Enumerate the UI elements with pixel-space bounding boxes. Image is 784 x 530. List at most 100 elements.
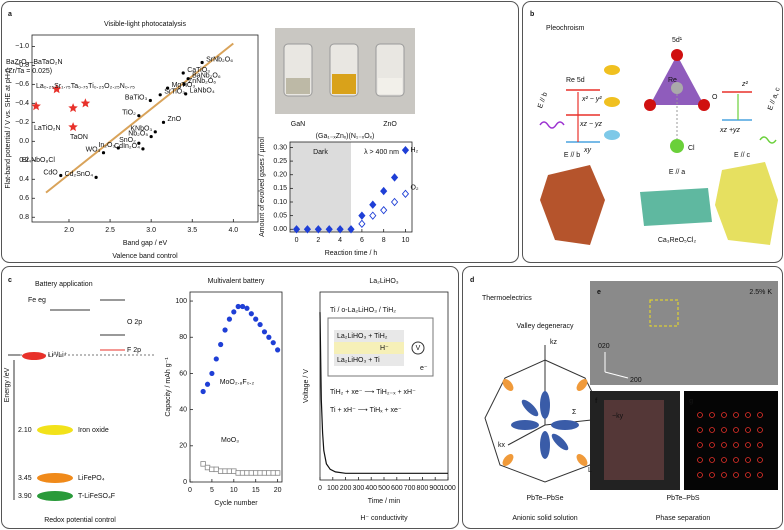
marker — [380, 205, 388, 215]
potential: 3.90 — [18, 493, 32, 500]
y-tick-label: 0.6 — [19, 195, 29, 202]
marker — [274, 470, 281, 476]
axis-label: kz — [550, 339, 558, 346]
diffraction-spot — [709, 472, 715, 478]
axis-label: kx — [498, 442, 506, 449]
marker — [244, 305, 250, 311]
x-tick-label: 600 — [391, 485, 403, 492]
symbol: Σ — [572, 409, 577, 416]
band — [37, 425, 73, 435]
y-tick-label: 20 — [179, 443, 187, 450]
point-label: SnO₂ — [119, 137, 136, 144]
point-label: Bi₄NbO₈Cl — [22, 157, 55, 164]
marker — [226, 316, 233, 322]
atom-label: O — [712, 94, 718, 101]
field-label: E // a, c — [767, 86, 782, 111]
x-tick-label: 5 — [210, 487, 214, 494]
point-label: LaTiO₂N — [34, 125, 61, 132]
marker — [401, 145, 410, 155]
diffraction-spot — [709, 442, 715, 448]
valley — [511, 420, 539, 430]
x-tick-label: 700 — [404, 485, 416, 492]
diffraction-spot — [697, 442, 703, 448]
x-axis-label: Band gap / eV — [123, 240, 168, 247]
marker — [200, 461, 206, 467]
direction: 200 — [630, 377, 642, 384]
photo-label: ZnO — [383, 121, 397, 128]
layer — [334, 354, 404, 366]
marker — [161, 120, 166, 124]
wave — [539, 121, 565, 129]
x-tick-label: 4.0 — [228, 227, 238, 234]
y-tick-label: 0.00 — [273, 226, 287, 233]
diffraction-spot — [745, 427, 751, 433]
marker — [213, 466, 219, 473]
y-tick-label: 80 — [179, 334, 187, 341]
orbital — [604, 130, 620, 140]
y-tick-label: −1.0 — [15, 43, 29, 50]
diffraction-spot — [697, 412, 703, 418]
photo-label: E // a — [669, 169, 685, 176]
powder — [378, 78, 402, 94]
diffraction-spot — [697, 472, 703, 478]
x-axis-label: Cycle number — [214, 500, 258, 507]
panel-title: Battery application — [35, 281, 93, 288]
marker — [336, 225, 344, 234]
level-label: F 2p — [127, 347, 141, 354]
marker — [59, 173, 63, 178]
marker — [148, 98, 152, 103]
y-axis-label: Amount of evolved gases / μmol — [259, 137, 266, 237]
wave — [759, 136, 777, 144]
marker — [222, 468, 228, 474]
center-label: 5d¹ — [672, 37, 683, 44]
marker — [68, 122, 78, 132]
image-label: 2.5% K — [749, 289, 772, 296]
x-tick-label: 4 — [338, 237, 342, 244]
marker — [369, 200, 377, 209]
marker — [239, 470, 246, 476]
chart-title: Visible-light photocatalysis — [104, 21, 186, 28]
axis — [507, 424, 546, 446]
marker — [248, 311, 254, 317]
diffraction-spot — [709, 412, 715, 418]
marker — [181, 71, 185, 75]
point-label: BaZrO₃–BaTaO₂N — [6, 59, 63, 66]
point-label: BaTiO₃ — [125, 94, 148, 101]
marker — [217, 468, 224, 474]
x-tick-label: 100 — [327, 485, 339, 492]
y-axis-label: Voltage / V — [303, 369, 310, 403]
caption: Redox potential control — [44, 517, 116, 524]
valley — [540, 431, 550, 459]
orbital — [604, 97, 620, 107]
diffraction-spot — [721, 427, 727, 433]
marker — [390, 197, 399, 207]
marker — [116, 146, 120, 150]
marker — [266, 470, 272, 476]
marker — [166, 86, 170, 90]
caption: Valence band control — [112, 253, 178, 260]
reaction: TiH₂ + xe⁻ ⟶ TiH₂₋ₓ + xH⁻ — [330, 389, 416, 396]
marker — [94, 175, 98, 179]
band — [37, 473, 73, 483]
x-tick-label: 500 — [378, 485, 390, 492]
legend-label: O₂ — [410, 185, 418, 192]
marker — [158, 93, 162, 97]
point-label: SrNb₂O₆ — [206, 56, 233, 63]
marker — [358, 211, 366, 220]
panel-letter: c — [8, 277, 12, 284]
chart-title: La₂LiHO₃ — [369, 278, 398, 285]
x-tick-label: 2.5 — [105, 227, 115, 234]
marker — [369, 211, 377, 220]
shaded-region — [290, 142, 351, 232]
marker — [184, 92, 188, 96]
marker — [257, 321, 263, 328]
point-label: CdO — [43, 169, 58, 176]
diffraction-spot — [757, 442, 763, 448]
marker — [204, 464, 211, 471]
marker — [149, 134, 153, 139]
valley — [551, 420, 579, 430]
marker — [137, 141, 141, 145]
diffraction-spot — [709, 427, 715, 433]
y-tick-label: 0.4 — [19, 176, 29, 183]
atom — [670, 139, 684, 153]
